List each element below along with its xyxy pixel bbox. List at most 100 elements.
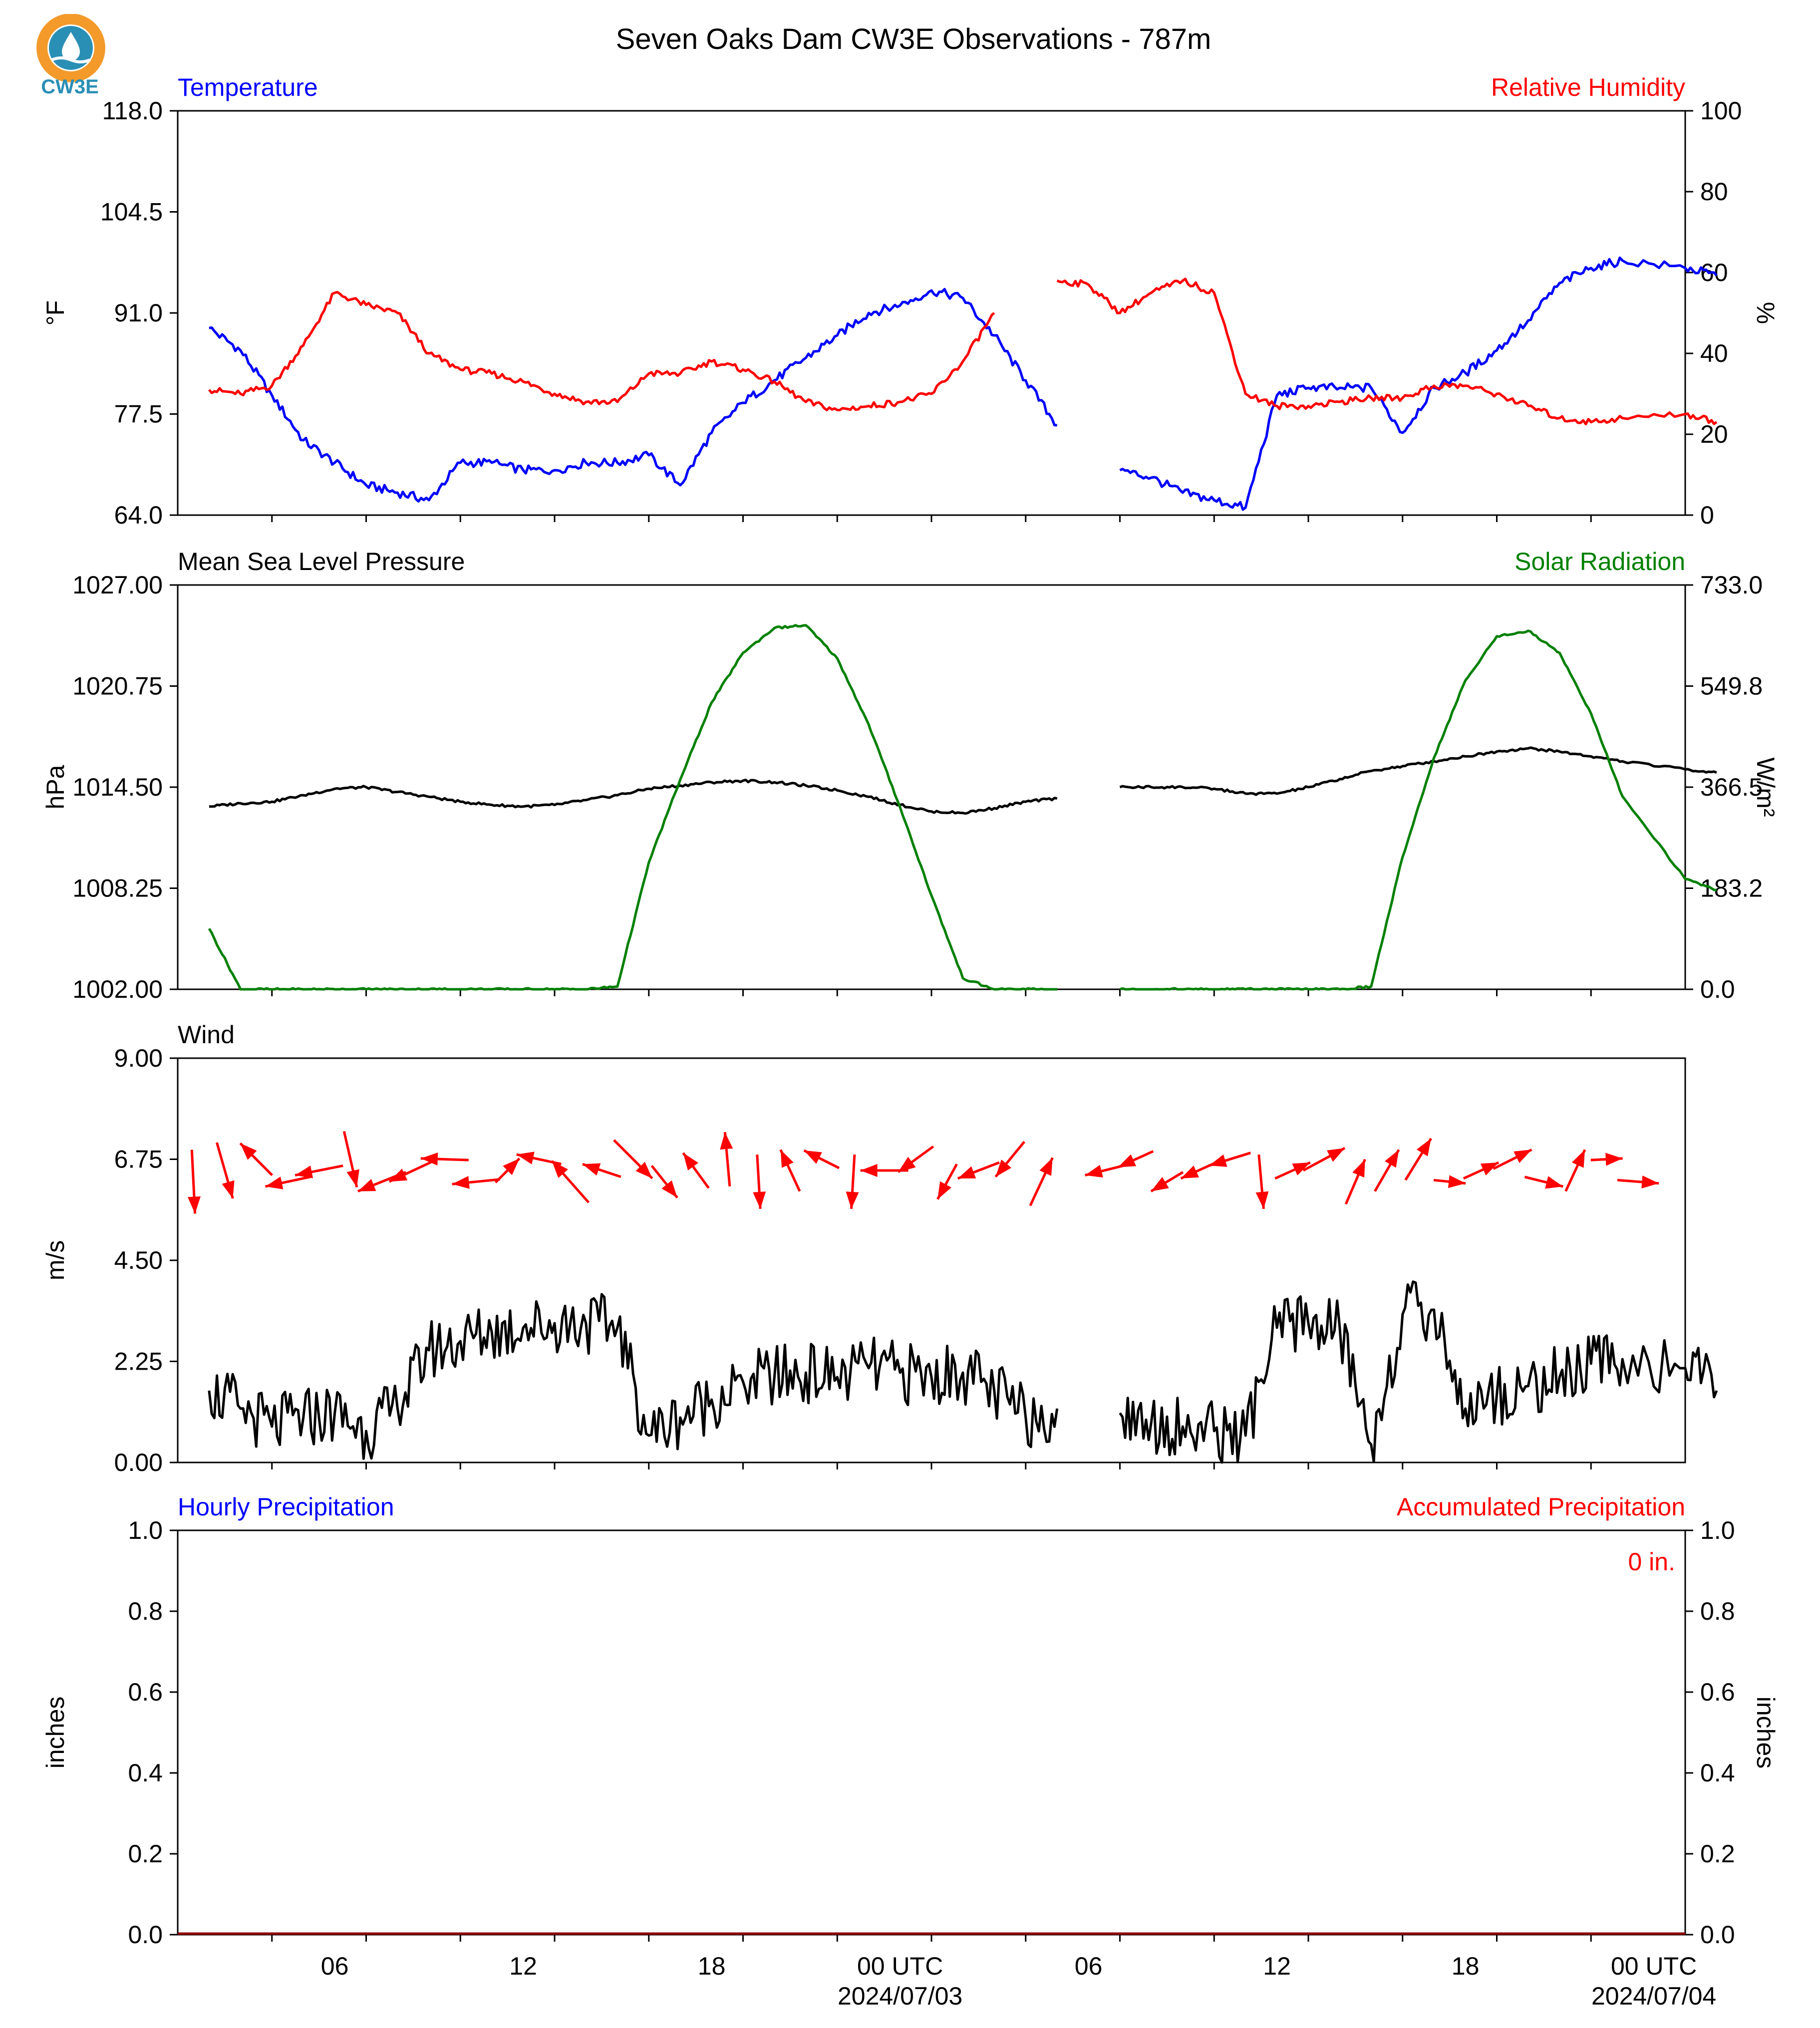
- wind-arrow-head: [683, 1153, 699, 1170]
- pressure-line: [209, 779, 1058, 815]
- wind-speed-line: [208, 1293, 1059, 1460]
- y-tick-label-left: 0.0: [128, 1921, 163, 1949]
- wind-arrow-head: [452, 1175, 470, 1189]
- panel-title-right: Solar Radiation: [1515, 548, 1685, 576]
- wind-arrow-head: [720, 1132, 733, 1150]
- panel-3: 0.00 2.25 4.50 6.75 9.00 m/s Wind: [41, 1021, 1718, 1476]
- y-tick-label-right: 0.4: [1700, 1759, 1735, 1787]
- relative-humidity-line: [1056, 278, 1718, 426]
- wind-arrow-head: [1514, 1150, 1532, 1163]
- temperature-line: [1119, 256, 1718, 511]
- y-tick-label-right: 0: [1700, 501, 1714, 529]
- wind-arrow-head: [389, 1168, 408, 1182]
- wind-arrow-head: [420, 1153, 438, 1166]
- y-tick-label-left: 1008.25: [72, 874, 163, 902]
- wind-arrow-head: [1039, 1158, 1053, 1176]
- x-date-label: 2024/07/03: [838, 1982, 962, 2010]
- wind-arrow-head: [1209, 1154, 1227, 1167]
- chart-title: Seven Oaks Dam CW3E Observations - 787m: [616, 23, 1212, 55]
- y-axis-label-left: hPa: [41, 765, 69, 809]
- solar-radiation-line: [208, 624, 1057, 991]
- panel-title-left: Wind: [178, 1021, 235, 1049]
- y-tick-label-right: 80: [1700, 178, 1728, 206]
- wind-arrow-head: [995, 1159, 1012, 1177]
- wind-arrow-head: [804, 1150, 822, 1164]
- wind-arrow-head: [1385, 1150, 1399, 1168]
- wind-arrow-head: [1085, 1164, 1103, 1177]
- y-tick-label-left: 77.5: [114, 400, 163, 428]
- panel-title-left: Hourly Precipitation: [178, 1493, 394, 1521]
- y-tick-label-left: 91.0: [114, 299, 163, 327]
- y-tick-label-left: 0.2: [128, 1840, 163, 1868]
- y-axis-label-right: %: [1752, 302, 1780, 324]
- wind-arrow-head: [780, 1150, 794, 1168]
- y-tick-label-left: 0.6: [128, 1678, 163, 1706]
- plot-frame: [177, 110, 1686, 516]
- y-tick-label-left: 1002.00: [72, 975, 163, 1003]
- temperature-line: [209, 288, 1057, 503]
- wind-arrow-head: [265, 1176, 284, 1189]
- wind-arrow-head: [957, 1166, 976, 1178]
- panel-title-left: Mean Sea Level Pressure: [178, 548, 465, 576]
- plot-frame: [177, 584, 1686, 990]
- y-tick-label-left: 0.00: [114, 1449, 163, 1476]
- wind-arrow-head: [552, 1160, 568, 1178]
- wind-arrow-head: [582, 1163, 601, 1176]
- wind-arrow-head: [846, 1191, 859, 1209]
- panel-2: 1002.001008.251014.501020.751027.000.018…: [41, 548, 1780, 1003]
- wind-arrow-head: [240, 1143, 257, 1160]
- panel-4: 0.0 0.2 0.4 0.6 0.8 1.0 0.0 0.2 0.4 0.6 0.8 1.0 inch…: [41, 1493, 1780, 2010]
- y-tick-label-left: 0.8: [128, 1597, 163, 1625]
- y-tick-label-right: 549.8: [1700, 672, 1763, 700]
- y-tick-label-right: 0.6: [1700, 1678, 1735, 1706]
- wind-arrow-head: [898, 1157, 916, 1172]
- wind-arrow-head: [1448, 1175, 1466, 1188]
- y-tick-label-left: 6.75: [114, 1146, 163, 1173]
- y-tick-label-right: 1.0: [1700, 1516, 1735, 1544]
- y-tick-label-left: 1014.50: [72, 773, 163, 801]
- wind-arrow-head: [753, 1191, 766, 1209]
- logo-icon: [36, 13, 105, 82]
- plot-frame: [177, 1529, 1686, 1936]
- wind-arrow-head: [222, 1180, 235, 1198]
- x-tick-label: 06: [1075, 1952, 1103, 1980]
- wind-arrow-head: [516, 1152, 535, 1164]
- x-date-label: 2024/07/04: [1591, 1982, 1716, 2010]
- x-tick-label: 12: [1263, 1952, 1291, 1980]
- y-tick-label-right: 100: [1700, 97, 1742, 125]
- y-axis-label-left: °F: [41, 300, 69, 326]
- y-axis-label-left: m/s: [41, 1240, 69, 1281]
- y-tick-label-left: 1027.00: [72, 571, 163, 599]
- wind-arrow-head: [1571, 1150, 1585, 1168]
- cw3e-logo: [26, 13, 116, 104]
- wind-arrow-head: [1480, 1162, 1499, 1175]
- x-tick-label: 18: [698, 1952, 726, 1980]
- wind-arrow-head: [1292, 1162, 1310, 1175]
- wind-arrow-head: [295, 1165, 313, 1178]
- y-tick-label-left: 104.5: [100, 198, 163, 226]
- solar-radiation-line: [1119, 629, 1717, 991]
- y-tick-label-right: 0.0: [1700, 1921, 1735, 1949]
- y-tick-label-right: 733.0: [1700, 571, 1763, 599]
- pressure-line: [1119, 746, 1717, 796]
- wind-arrow-head: [357, 1179, 376, 1191]
- y-tick-label-right: 40: [1700, 339, 1728, 367]
- x-tick-label: 00 UTC: [1611, 1952, 1697, 1980]
- logo-text: CW3E: [41, 76, 99, 98]
- wind-arrow-head: [346, 1169, 359, 1187]
- y-tick-label-left: 9.00: [114, 1044, 163, 1072]
- y-axis-label-right: W/m²: [1752, 757, 1780, 817]
- wind-arrow-head: [635, 1161, 652, 1178]
- y-tick-label-left: 1020.75: [72, 672, 163, 700]
- y-tick-label-right: 366.5: [1700, 773, 1763, 801]
- x-tick-label: 06: [321, 1952, 349, 1980]
- wind-arrow-head: [1352, 1159, 1365, 1178]
- y-axis-label-right: inches: [1752, 1697, 1780, 1769]
- panel-title-right: Relative Humidity: [1491, 73, 1685, 101]
- wind-arrow-head: [937, 1181, 951, 1199]
- wind-arrow-head: [1605, 1153, 1623, 1166]
- y-tick-label-left: 64.0: [114, 501, 163, 529]
- y-tick-label-right: 0.2: [1700, 1840, 1735, 1868]
